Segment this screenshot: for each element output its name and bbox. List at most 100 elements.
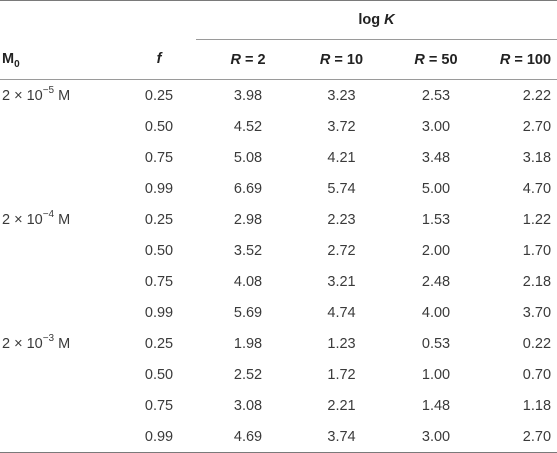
log-k-value-cell: 3.21 <box>327 273 356 290</box>
log-k-value-cell: 2.70 <box>473 421 557 453</box>
log-k-value-cell: 5.74 <box>327 180 356 197</box>
log-k-value-cell: 3.48 <box>421 149 451 166</box>
log-k-group-header: log K <box>196 0 557 40</box>
f-cell: 0.50 <box>144 366 174 383</box>
log-k-value-cell: 4.00 <box>421 304 451 321</box>
log-k-value-cell: 2.72 <box>327 242 356 259</box>
header-row-columns: M0 f R = 2 R = 10 R = 50 R = 100 <box>0 39 557 80</box>
log-k-value-cell: 3.52 <box>233 242 263 259</box>
m0-value-exponent: −4 <box>42 208 55 220</box>
log-k-value-cell: 4.52 <box>233 118 263 135</box>
m0-base: M <box>2 51 15 68</box>
f-cell: 0.50 <box>144 118 174 135</box>
r-column-header: R = 2 <box>196 39 286 80</box>
log-k-value-cell: 4.08 <box>233 273 263 290</box>
log-k-value-cell: 2.00 <box>421 242 451 259</box>
table-row: 0.75 5.08 4.21 3.48 3.18 <box>0 142 557 173</box>
log-k-variable: K <box>384 12 395 28</box>
r-column-header: R = 100 <box>473 39 557 80</box>
log-k-value-cell: 2.53 <box>421 87 451 104</box>
f-column-header: f <box>122 39 196 80</box>
r-value: = 10 <box>330 51 364 68</box>
m0-value-exponent: −3 <box>42 332 55 344</box>
log-k-value-cell: 3.00 <box>381 421 473 453</box>
log-k-prefix: log <box>358 12 385 28</box>
log-k-value-cell: 2.98 <box>233 211 263 228</box>
m0-cell <box>0 359 122 390</box>
log-k-value-cell: 1.72 <box>327 366 356 383</box>
m0-cell <box>0 390 122 421</box>
table-row: 0.75 3.08 2.21 1.48 1.18 <box>0 390 557 421</box>
f-cell: 0.75 <box>144 149 174 166</box>
f-cell: 0.75 <box>144 273 174 290</box>
log-k-value-cell: 4.21 <box>327 149 356 166</box>
log-k-value-cell: 3.08 <box>233 397 263 414</box>
r-value: = 50 <box>424 51 458 68</box>
f-cell: 0.25 <box>144 335 174 352</box>
m0-cell <box>0 142 122 173</box>
log-k-value-cell: 3.00 <box>421 118 451 135</box>
log-k-value-cell: 3.23 <box>327 87 356 104</box>
m0-cell <box>0 111 122 142</box>
f-cell: 0.50 <box>144 242 174 259</box>
log-k-value-cell: 2.48 <box>421 273 451 290</box>
table-row: 0.99 5.69 4.74 4.00 3.70 <box>0 297 557 328</box>
log-k-value-cell: 1.00 <box>421 366 451 383</box>
r-var: R <box>230 51 241 68</box>
f-cell: 0.25 <box>144 87 174 104</box>
log-k-value-cell: 4.74 <box>327 304 356 321</box>
r-column-header: R = 50 <box>381 39 473 80</box>
f-label: f <box>156 51 162 68</box>
m0-cell <box>0 266 122 297</box>
f-cell: 0.75 <box>144 397 174 414</box>
table-row: 0.50 3.52 2.72 2.00 1.70 <box>0 235 557 266</box>
log-k-value-cell: 1.22 <box>522 211 552 228</box>
m0-cell: 2 × 10−4 M <box>0 204 122 235</box>
log-k-value-cell: 1.48 <box>421 397 451 414</box>
r-var: R <box>319 51 331 68</box>
m0-column-header: M0 <box>0 39 122 80</box>
log-k-value-cell: 1.53 <box>421 211 451 228</box>
table-row: 2 × 10−4 M 0.25 2.98 2.23 1.53 1.22 <box>0 204 557 235</box>
log-k-value-cell: 6.69 <box>233 180 263 197</box>
table-row: 0.50 4.52 3.72 3.00 2.70 <box>0 111 557 142</box>
log-k-value-cell: 3.74 <box>286 421 381 453</box>
log-k-value-cell: 0.70 <box>522 366 552 383</box>
log-k-value-cell: 3.70 <box>522 304 552 321</box>
f-cell: 0.99 <box>122 421 196 453</box>
log-k-value-cell: 2.18 <box>522 273 552 290</box>
table-row: 0.99 6.69 5.74 5.00 4.70 <box>0 173 557 204</box>
table-row: 2 × 10−5 M 0.25 3.98 3.23 2.53 2.22 <box>0 80 557 112</box>
r-column-header: R = 10 <box>286 39 381 80</box>
log-k-value-cell: 4.70 <box>522 180 552 197</box>
log-k-value-cell: 0.53 <box>421 335 451 352</box>
log-k-value-cell: 2.21 <box>327 397 356 414</box>
r-value: = 2 <box>240 51 266 68</box>
m0-value-unit: M <box>54 335 71 352</box>
m0-cell <box>0 421 122 453</box>
r-var: R <box>499 51 511 68</box>
m0-value-base: 2 × 10 <box>2 335 43 352</box>
header-blank-cell <box>122 0 196 40</box>
log-k-value-cell: 1.70 <box>522 242 552 259</box>
m0-value-unit: M <box>54 87 71 104</box>
m0-subscript: 0 <box>14 59 20 71</box>
m0-cell <box>0 235 122 266</box>
table-row: 0.50 2.52 1.72 1.00 0.70 <box>0 359 557 390</box>
m0-cell <box>0 173 122 204</box>
r-value: = 100 <box>510 51 552 68</box>
f-cell: 0.99 <box>144 180 174 197</box>
log-k-value-cell: 5.08 <box>233 149 263 166</box>
table-row: 2 × 10−3 M 0.25 1.98 1.23 0.53 0.22 <box>0 328 557 359</box>
m0-value-unit: M <box>54 211 71 228</box>
log-k-value-cell: 2.70 <box>522 118 552 135</box>
table-row: 0.75 4.08 3.21 2.48 2.18 <box>0 266 557 297</box>
table-row: 0.99 4.69 3.74 3.00 2.70 <box>0 421 557 453</box>
log-k-value-cell: 5.69 <box>233 304 263 321</box>
m0-cell <box>0 297 122 328</box>
m0-value-base: 2 × 10 <box>2 211 43 228</box>
m0-value-exponent: −5 <box>42 84 55 96</box>
log-k-value-cell: 2.23 <box>327 211 356 228</box>
f-cell: 0.25 <box>144 211 174 228</box>
